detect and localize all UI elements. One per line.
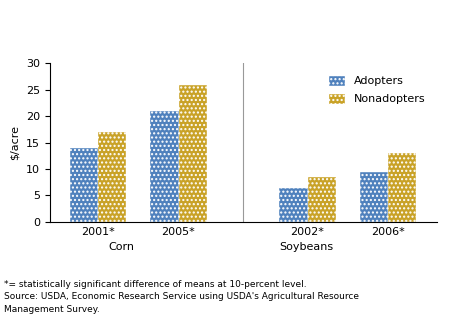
Bar [360,172,388,222]
Bar [179,85,207,222]
Bar [150,111,179,222]
Bar [279,188,307,222]
Bar [70,148,98,222]
Y-axis label: $/acre: $/acre [10,125,20,160]
Bar [388,153,416,222]
Text: *= statistically significant difference of means at 10-percent level.
Source: US: *= statistically significant difference … [4,280,360,314]
Text: Fuel expenses were lower for yield monitor adopters than
for nonadopters: Fuel expenses were lower for yield monit… [9,11,417,41]
Text: Soybeans: Soybeans [279,243,333,252]
Text: Corn: Corn [108,243,135,252]
Bar [98,132,126,222]
Bar [307,177,336,222]
Legend: Adopters, Nonadopters: Adopters, Nonadopters [323,69,431,110]
